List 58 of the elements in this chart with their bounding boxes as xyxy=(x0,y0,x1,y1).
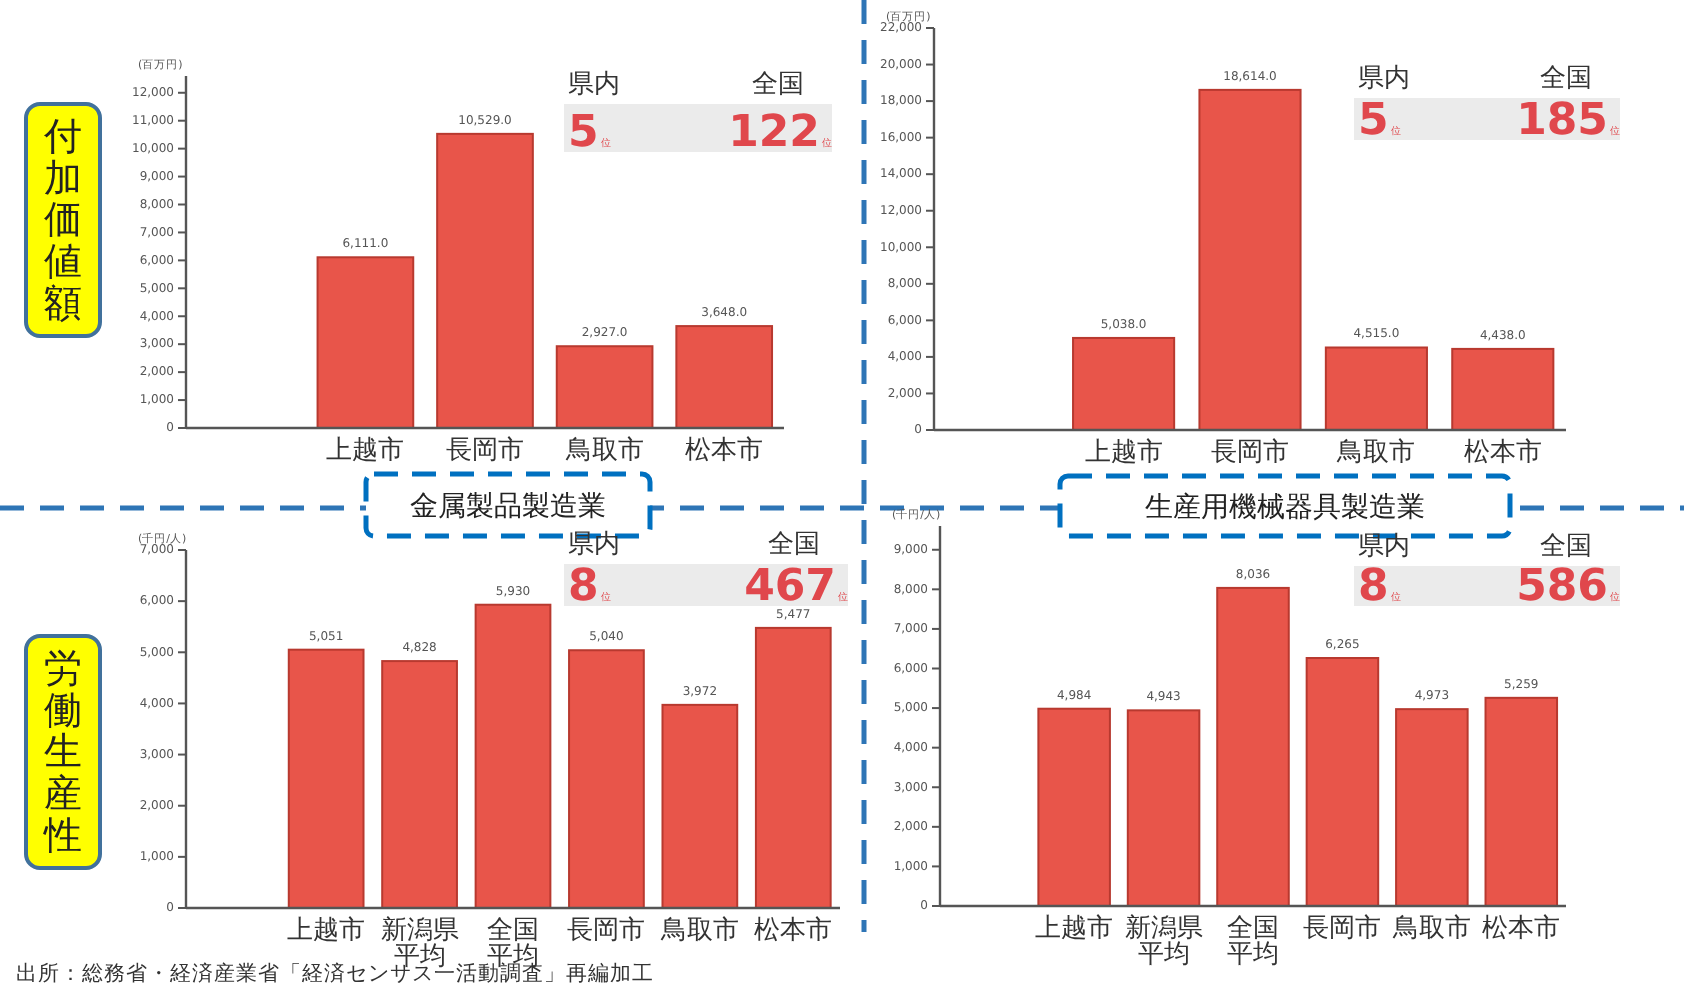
x-tick-label: 長岡市 xyxy=(446,436,524,466)
text: 金属製品製造業 xyxy=(410,490,606,523)
annotation: 全国 xyxy=(752,70,804,100)
annotation: 5 xyxy=(568,108,599,158)
bar xyxy=(568,649,645,909)
annotation: 県内 xyxy=(1358,532,1410,562)
bar xyxy=(1072,336,1176,431)
x-tick-label: 松本市 xyxy=(1463,438,1542,468)
annotation: 県内 xyxy=(568,530,620,560)
bar xyxy=(474,603,552,909)
bar xyxy=(381,660,458,909)
text: 付加価値額 xyxy=(42,115,82,326)
annotation: 県内 xyxy=(1358,64,1410,94)
annotation: 全国 xyxy=(1540,532,1592,562)
x-tick-label: 鳥取市 xyxy=(563,436,644,466)
x-tick-label: 松本市 xyxy=(754,916,833,946)
bar xyxy=(1305,657,1380,907)
x-tick-label: 鳥取市 xyxy=(1335,438,1416,468)
annotation: 県内 xyxy=(568,70,620,100)
bar xyxy=(1451,347,1555,431)
annotation: 5 xyxy=(1358,96,1389,146)
annotation: 122 xyxy=(728,108,820,158)
x-tick-label: 上越市 xyxy=(1084,438,1163,468)
x-tick-label: 鳥取市 xyxy=(658,916,739,946)
x-tick-label: 長岡市 xyxy=(567,916,646,946)
x-tick-label: 松本市 xyxy=(1482,914,1561,944)
bar xyxy=(436,132,534,429)
x-tick-label: 新潟県平均 xyxy=(1124,914,1203,970)
bar xyxy=(754,626,832,909)
annotation: 8 xyxy=(568,562,599,612)
bar xyxy=(287,648,365,909)
annotation: 全国 xyxy=(1540,64,1592,94)
bar xyxy=(661,703,739,909)
bar xyxy=(675,325,774,429)
bar xyxy=(1324,346,1428,431)
bar xyxy=(1216,586,1290,907)
x-tick-label: 長岡市 xyxy=(1211,438,1289,468)
text: 労働生産性 xyxy=(42,647,82,858)
annotation: 8 xyxy=(1358,562,1389,612)
annotation: 185 xyxy=(1516,96,1608,146)
annotation: 全国 xyxy=(768,530,820,560)
x-tick-label: 松本市 xyxy=(685,436,764,466)
x-tick-label: 全国平均 xyxy=(1227,914,1279,970)
bar xyxy=(1395,708,1469,907)
bar xyxy=(1037,707,1111,907)
annotation: 586 xyxy=(1516,562,1608,612)
bar xyxy=(1126,709,1201,907)
bar xyxy=(555,345,654,429)
annotation: 467 xyxy=(744,562,836,612)
x-tick-label: 鳥取市 xyxy=(1390,914,1471,944)
x-tick-label: 上越市 xyxy=(326,436,405,466)
x-tick-label: 上越市 xyxy=(287,916,366,946)
text: 生産用機械器具製造業 xyxy=(1145,491,1425,524)
x-tick-label: 上越市 xyxy=(1035,914,1114,944)
x-tick-label: 長岡市 xyxy=(1303,914,1382,944)
bar xyxy=(316,256,415,429)
bar xyxy=(1484,696,1559,907)
bar xyxy=(1198,88,1302,431)
